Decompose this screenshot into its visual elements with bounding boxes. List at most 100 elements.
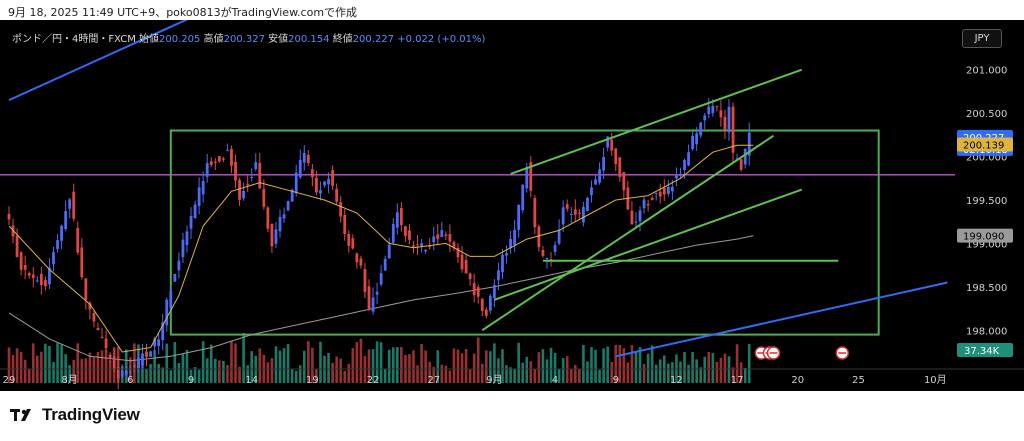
- blue-trend-line: [615, 281, 948, 358]
- volume-bar: [517, 342, 520, 383]
- candle-body: [420, 243, 423, 246]
- volume-bar: [432, 367, 436, 383]
- candle-body: [703, 115, 707, 121]
- y-tick-label: 200.500: [966, 109, 1007, 120]
- volume-bar: [347, 363, 351, 383]
- candle-body: [493, 284, 496, 298]
- volume-bar: [472, 353, 476, 383]
- volume-bar: [327, 352, 330, 383]
- candle-body: [48, 267, 51, 285]
- volume-bar: [40, 351, 43, 383]
- x-tick-label: 8月: [61, 374, 77, 386]
- x-tick-label: 19: [306, 375, 319, 386]
- volume-bar: [679, 361, 682, 383]
- volume-bar: [274, 346, 278, 383]
- candle-body: [88, 302, 92, 310]
- candle-body: [23, 265, 27, 270]
- candle-body: [254, 162, 258, 170]
- candle-body: [739, 159, 743, 170]
- candle-body: [209, 161, 213, 166]
- candle-body: [679, 173, 682, 176]
- candle-body: [355, 253, 359, 263]
- volume-bar: [400, 346, 403, 383]
- volume-bar: [582, 344, 585, 383]
- candle-body: [456, 247, 460, 258]
- volume-bar: [416, 365, 419, 383]
- volume-bar: [424, 350, 427, 383]
- candle-body: [683, 159, 686, 170]
- volume-bar: [614, 344, 618, 383]
- volume-bar: [561, 358, 565, 383]
- chart-canvas[interactable]: 201.000 200.500 200.000 199.500 199.000 198.5…: [0, 20, 1024, 391]
- volume-bar: [602, 348, 605, 383]
- candle-body: [294, 172, 298, 194]
- volume-bar: [391, 347, 395, 383]
- candle-body: [96, 327, 100, 331]
- volume-bar: [691, 351, 694, 383]
- volume-bar: [412, 350, 415, 383]
- volume-bar: [630, 345, 634, 383]
- candle-body: [27, 272, 31, 276]
- x-tick-label: 27: [427, 375, 440, 386]
- volume-bar: [7, 347, 11, 383]
- low-value: 200.154: [288, 34, 330, 45]
- volume-bar: [238, 366, 241, 383]
- volume-bar: [278, 350, 282, 383]
- candle-body: [577, 212, 581, 214]
- x-tick-label: 14: [245, 375, 258, 386]
- candle-body: [343, 214, 347, 235]
- volume-bar: [68, 365, 71, 383]
- candle-body: [448, 234, 452, 242]
- currency-button[interactable]: JPY: [962, 29, 1002, 48]
- candle-body: [618, 157, 622, 178]
- volume-bar: [230, 341, 233, 383]
- volume-bar: [15, 348, 19, 383]
- candle-body: [189, 215, 193, 229]
- candle-body: [197, 187, 201, 206]
- volume-bar: [715, 361, 719, 383]
- volume-bar: [553, 352, 557, 383]
- volume-bar: [747, 344, 751, 383]
- price-label-box: [957, 228, 1013, 243]
- volume-bar: [456, 349, 460, 383]
- volume-bar: [594, 349, 597, 383]
- candle-body: [440, 230, 444, 238]
- candle-body: [497, 270, 500, 281]
- candle-body: [630, 210, 634, 225]
- candle-body: [537, 226, 541, 248]
- tradingview-logo-icon: [10, 409, 31, 421]
- volume-bar: [44, 343, 47, 383]
- candle-body: [246, 183, 250, 186]
- volume-bar: [489, 351, 492, 383]
- candle-body: [278, 216, 282, 232]
- candle-body: [112, 356, 116, 369]
- candle-body: [642, 199, 646, 209]
- volume-label-box: [957, 343, 1013, 357]
- volume-bar: [339, 358, 342, 383]
- symbol-label[interactable]: ポンド／円・4時間・FXCM: [12, 34, 136, 45]
- candle-body: [282, 214, 286, 219]
- candle-body: [711, 105, 715, 114]
- x-tick-label: 9: [188, 375, 194, 386]
- candle-body: [476, 287, 480, 297]
- volume-bar: [545, 359, 549, 383]
- volume-bar: [501, 349, 504, 383]
- volume-bar: [626, 362, 630, 383]
- volume-bar: [311, 347, 314, 383]
- volume-bar: [565, 356, 569, 383]
- candle-body: [274, 229, 278, 244]
- chart-panel[interactable]: 201.000 200.500 200.000 199.500 199.000 198.5…: [0, 20, 1024, 391]
- candle-body: [185, 231, 189, 245]
- candle-body: [351, 238, 355, 249]
- volume-bar: [218, 360, 221, 383]
- volume-bar: [258, 348, 262, 383]
- candle-body: [707, 106, 711, 115]
- candle-body: [586, 197, 589, 212]
- candle-body: [715, 106, 719, 108]
- volume-bar: [509, 367, 512, 383]
- candle-body: [408, 230, 411, 240]
- green-trend-line: [481, 134, 775, 332]
- candle-body: [68, 199, 72, 209]
- candle-body: [302, 152, 306, 163]
- candle-body: [84, 278, 88, 301]
